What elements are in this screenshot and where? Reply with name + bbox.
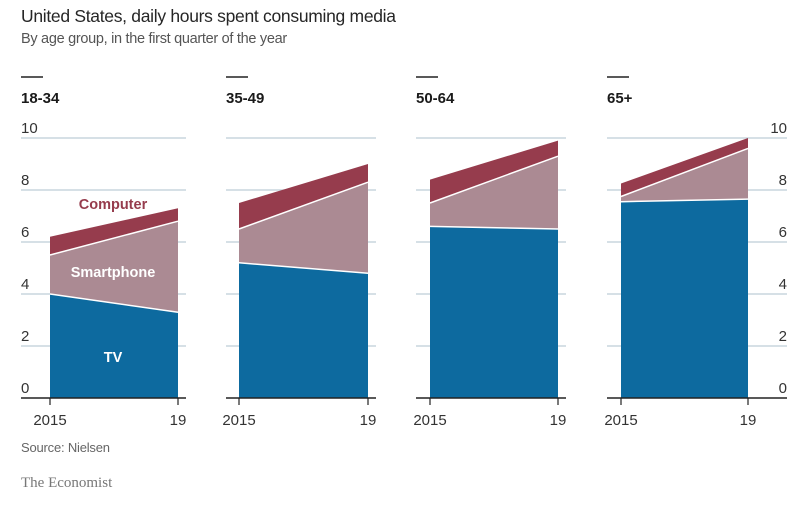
- y-tick-label-right-2: 2: [779, 328, 787, 345]
- source-note: Source: Nielsen: [21, 440, 110, 455]
- y-tick-label-right-6: 6: [779, 224, 787, 241]
- panel-4-x-tick-label-end: 19: [740, 412, 757, 429]
- panel-4-area-tv: [621, 199, 748, 398]
- panel-4-separator-2: [620, 147, 749, 198]
- panel-1-area-computer: [50, 208, 178, 255]
- panel-2-separator-2: [238, 181, 369, 230]
- panel-3-separator-1: [429, 225, 559, 230]
- panel-1-title: 18-34: [21, 90, 60, 107]
- panel-1-area-smartphone: [50, 221, 178, 313]
- panel-2-x-tick-label-start: 2015: [222, 412, 255, 429]
- panel-3-title: 50-64: [416, 90, 455, 107]
- panel-1-x-tick-label-end: 19: [170, 412, 187, 429]
- panel-1-separator-1: [49, 293, 179, 313]
- panel-3-x-tick-label-end: 19: [550, 412, 567, 429]
- panel-3-area-smartphone: [430, 156, 558, 229]
- panel-2-area-tv: [239, 262, 368, 398]
- panel-4-area-smartphone: [621, 148, 748, 202]
- area-label-computer: Computer: [79, 197, 148, 213]
- panel-4-area-computer: [621, 138, 748, 197]
- y-tick-label-left-6: 6: [21, 224, 29, 241]
- panel-2-area-smartphone: [239, 182, 368, 274]
- panel-4-x-tick-label-start: 2015: [604, 412, 637, 429]
- panel-2-area-computer: [239, 164, 368, 229]
- y-tick-label-left-8: 8: [21, 172, 29, 189]
- y-tick-label-right-0: 0: [779, 380, 787, 397]
- panel-1-separator-2: [49, 220, 179, 256]
- y-tick-label-right-8: 8: [779, 172, 787, 189]
- panel-3-x-tick-label-start: 2015: [413, 412, 446, 429]
- chart-subtitle: By age group, in the first quarter of th…: [21, 31, 287, 47]
- panel-4-separator-1: [620, 198, 749, 203]
- panel-1-area-tv: [50, 294, 178, 398]
- chart-title: United States, daily hours spent consumi…: [21, 6, 396, 26]
- panel-3-area-tv: [430, 226, 558, 398]
- area-label-tv: TV: [104, 350, 123, 366]
- panel-2-separator-1: [238, 262, 369, 274]
- panel-3-area-computer: [430, 140, 558, 203]
- area-label-smartphone: Smartphone: [71, 265, 156, 281]
- y-tick-label-right-4: 4: [779, 276, 787, 293]
- y-tick-label-left-4: 4: [21, 276, 29, 293]
- y-tick-label-left-0: 0: [21, 380, 29, 397]
- publisher-logo: The Economist: [21, 475, 113, 491]
- panel-2-x-tick-label-end: 19: [360, 412, 377, 429]
- y-tick-label-right-10: 10: [770, 120, 787, 137]
- y-tick-label-left-10: 10: [21, 120, 38, 137]
- panel-2-title: 35-49: [226, 90, 264, 107]
- panel-4-title: 65+: [607, 90, 633, 107]
- small-multiples-chart: 18-34 2015 19 35-49 2015 19 50-64 2015 19 65+ 2015…: [21, 76, 787, 429]
- panel-3-separator-2: [429, 155, 559, 204]
- panel-1-x-tick-label-start: 2015: [33, 412, 66, 429]
- y-tick-label-left-2: 2: [21, 328, 29, 345]
